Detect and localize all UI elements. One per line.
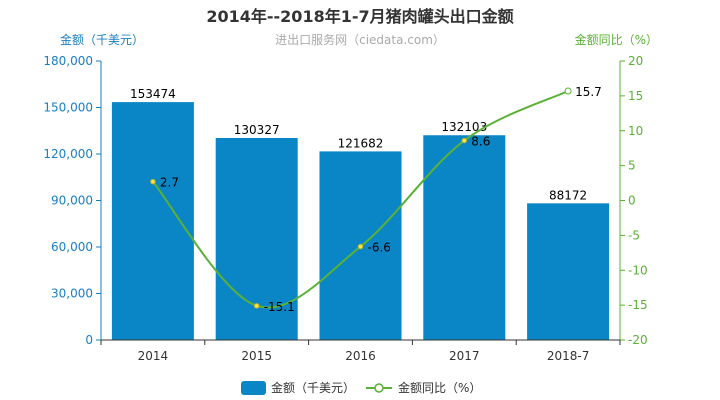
y-right-axis-title: 金额同比（%） xyxy=(575,32,658,47)
legend-label-line: 金额同比（%） xyxy=(398,380,481,395)
bar-data-label: 88172 xyxy=(549,188,587,202)
bar xyxy=(423,135,506,340)
bar-data-label: 153474 xyxy=(130,87,176,101)
x-tick-label: 2015 xyxy=(241,349,272,363)
line-point xyxy=(254,303,260,309)
y-left-tick-label: 150,000 xyxy=(43,101,93,115)
x-tick-label: 2016 xyxy=(345,349,376,363)
chart-title: 2014年--2018年1-7月猪肉罐头出口金额 xyxy=(206,7,513,26)
legend: 金额（千美元） 金额同比（%） xyxy=(241,380,481,395)
line-point xyxy=(461,137,467,144)
y-right-tick-label: 20 xyxy=(628,54,643,68)
bar xyxy=(527,203,610,340)
y-right-tick-label: -5 xyxy=(628,228,640,242)
line-data-label: 2.7 xyxy=(160,176,179,190)
y-left-tick-label: 30,000 xyxy=(51,287,93,301)
line-data-label: 8.6 xyxy=(471,135,490,149)
x-tick-label: 2014 xyxy=(138,349,169,363)
y-left-tick-label: 60,000 xyxy=(51,240,93,254)
line-point xyxy=(564,87,572,95)
x-tick-label: 2017 xyxy=(449,349,480,363)
line-point xyxy=(150,178,156,185)
y-right-tick-label: 5 xyxy=(628,159,636,173)
y-left-tick-label: 120,000 xyxy=(43,147,93,161)
chart-subtitle: 进出口服务网（ciedata.com） xyxy=(275,32,445,47)
line-data-label: -6.6 xyxy=(368,241,391,255)
bar-data-label: 132103 xyxy=(441,120,487,134)
legend-swatch-bar xyxy=(241,381,266,395)
legend-swatch-marker xyxy=(374,383,384,393)
line-data-label: -15.1 xyxy=(264,300,295,314)
y-right-tick-label: 10 xyxy=(628,124,643,138)
y-left-axis-title: 金额（千美元） xyxy=(60,32,144,47)
bar xyxy=(111,102,194,341)
bar-data-label: 130327 xyxy=(234,123,280,137)
legend-label-bar: 金额（千美元） xyxy=(271,380,355,395)
x-tick-label: 2018-7 xyxy=(547,349,590,363)
y-left-tick-label: 90,000 xyxy=(51,194,93,208)
y-left-tick-label: 180,000 xyxy=(43,54,93,68)
line-point xyxy=(357,243,364,250)
y-right-tick-label: -20 xyxy=(628,333,648,347)
line-data-label: 15.7 xyxy=(575,85,602,99)
y-right-tick-label: -10 xyxy=(628,263,648,277)
bar-data-label: 121682 xyxy=(338,136,384,150)
plot-area: 153474 130327 121682 132103 88172 0 30,000 60,0… xyxy=(43,54,647,363)
y-right-tick-label: -15 xyxy=(628,298,648,312)
y-right-tick-label: 15 xyxy=(628,89,643,103)
y-left-tick-label: 0 xyxy=(85,333,93,347)
y-right-tick-label: 0 xyxy=(628,194,636,208)
